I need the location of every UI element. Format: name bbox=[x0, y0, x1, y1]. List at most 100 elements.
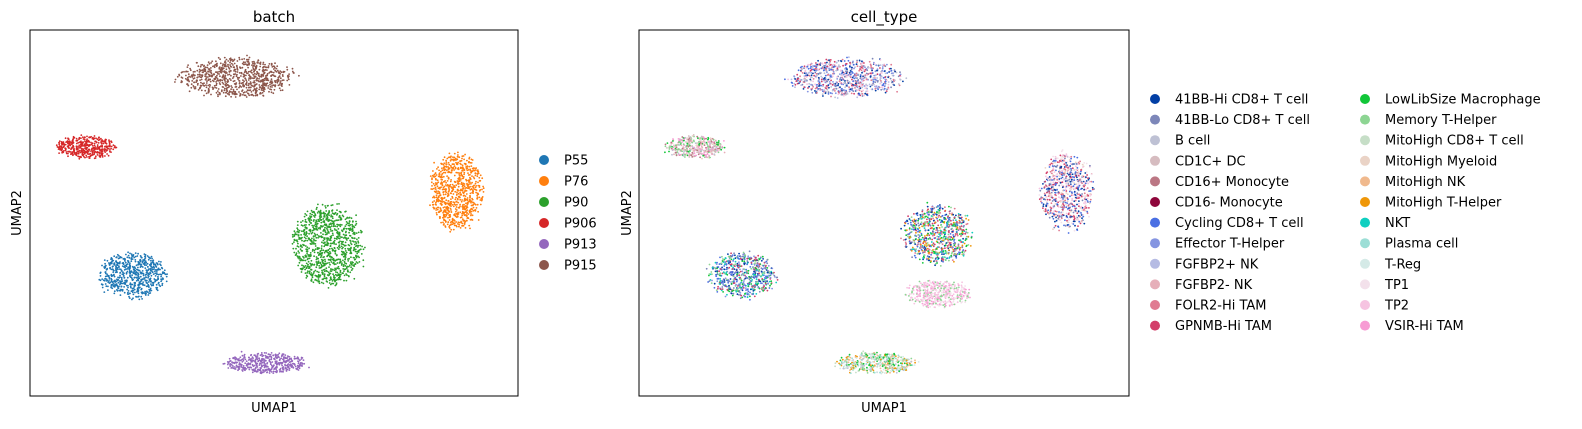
scatter-point bbox=[800, 84, 803, 87]
scatter-point bbox=[235, 357, 238, 359]
scatter-point bbox=[299, 248, 302, 251]
scatter-point bbox=[293, 357, 296, 360]
scatter-point bbox=[268, 71, 271, 74]
scatter-point bbox=[313, 216, 316, 218]
scatter-point bbox=[304, 272, 307, 274]
scatter-point bbox=[864, 87, 867, 89]
scatter-point bbox=[249, 89, 252, 91]
scatter-point bbox=[824, 74, 827, 77]
scatter-point bbox=[271, 361, 274, 363]
scatter-point bbox=[93, 144, 96, 147]
scatter-point bbox=[122, 263, 125, 266]
scatter-point bbox=[895, 71, 898, 74]
scatter-point bbox=[447, 221, 450, 224]
scatter-point bbox=[253, 72, 256, 75]
scatter-point bbox=[264, 77, 267, 80]
scatter-point bbox=[462, 211, 465, 214]
scatter-point bbox=[188, 90, 191, 93]
scatter-point bbox=[827, 91, 830, 94]
scatter-point bbox=[844, 68, 846, 70]
scatter-point bbox=[89, 136, 92, 139]
scatter-point bbox=[843, 81, 846, 84]
scatter-point bbox=[471, 204, 474, 207]
scatter-point bbox=[308, 247, 310, 250]
scatter-point bbox=[174, 81, 176, 83]
scatter-point bbox=[463, 158, 465, 161]
scatter-point bbox=[164, 273, 167, 276]
scatter-point bbox=[128, 270, 131, 273]
scatter-point bbox=[456, 198, 459, 201]
scatter-point bbox=[75, 145, 78, 148]
scatter-point bbox=[146, 262, 149, 265]
scatter-point bbox=[478, 186, 481, 189]
scatter-point bbox=[267, 353, 270, 356]
scatter-point bbox=[252, 73, 255, 76]
scatter-point bbox=[320, 263, 323, 266]
scatter-point bbox=[349, 227, 352, 230]
scatter-point bbox=[152, 263, 155, 266]
scatter-point bbox=[244, 94, 247, 97]
scatter-point bbox=[135, 268, 138, 271]
scatter-point bbox=[297, 362, 300, 365]
scatter-point bbox=[482, 191, 485, 193]
scatter-point bbox=[201, 82, 204, 85]
scatter-point bbox=[429, 204, 431, 207]
scatter-point bbox=[457, 223, 459, 225]
scatter-point bbox=[118, 289, 121, 292]
scatter-point bbox=[118, 262, 121, 264]
scatter-point bbox=[93, 142, 96, 145]
scatter-point bbox=[286, 79, 289, 82]
scatter-point bbox=[315, 266, 318, 269]
scatter-point bbox=[355, 254, 357, 257]
scatter-point bbox=[326, 205, 329, 207]
scatter-point bbox=[94, 140, 96, 143]
scatter-point bbox=[440, 163, 443, 166]
scatter-point bbox=[802, 88, 805, 90]
scatter-point bbox=[334, 276, 336, 279]
scatter-point bbox=[328, 218, 330, 221]
scatter-point bbox=[185, 74, 187, 77]
scatter-point bbox=[273, 364, 275, 367]
scatter-point bbox=[323, 270, 326, 273]
scatter-point bbox=[353, 277, 356, 280]
scatter-point bbox=[305, 224, 307, 226]
scatter-point bbox=[253, 364, 256, 367]
scatter-point bbox=[464, 227, 467, 229]
scatter-point bbox=[270, 352, 273, 354]
scatter-point bbox=[446, 205, 449, 208]
scatter-point bbox=[198, 71, 201, 73]
scatter-point bbox=[199, 84, 202, 87]
scatter-point bbox=[334, 229, 337, 231]
scatter-point bbox=[450, 155, 452, 158]
scatter-point bbox=[234, 96, 237, 98]
scatter-point bbox=[350, 252, 353, 255]
scatter-point bbox=[812, 80, 814, 83]
scatter-point bbox=[351, 227, 354, 230]
scatter-point bbox=[142, 274, 145, 277]
scatter-point bbox=[336, 254, 338, 256]
scatter-point bbox=[446, 185, 448, 187]
scatter-point bbox=[462, 212, 465, 215]
scatter-point bbox=[139, 263, 141, 266]
scatter-point bbox=[899, 71, 901, 74]
scatter-point bbox=[210, 93, 212, 96]
scatter-point bbox=[101, 156, 104, 158]
scatter-point bbox=[343, 274, 346, 277]
scatter-point bbox=[133, 285, 136, 288]
scatter-point bbox=[215, 60, 217, 63]
scatter-point bbox=[109, 263, 111, 265]
scatter-point bbox=[224, 75, 227, 78]
scatter-point bbox=[106, 145, 108, 148]
scatter-point bbox=[62, 151, 65, 154]
scatter-point bbox=[342, 215, 345, 218]
scatter-point bbox=[865, 78, 868, 80]
scatter-point bbox=[200, 81, 202, 84]
scatter-point bbox=[434, 172, 437, 174]
scatter-point bbox=[261, 91, 264, 94]
scatter-point bbox=[279, 82, 282, 84]
scatter-point bbox=[323, 256, 325, 258]
scatter-point bbox=[262, 369, 264, 371]
scatter-point bbox=[264, 63, 266, 66]
scatter-point bbox=[70, 143, 73, 146]
scatter-point bbox=[849, 62, 852, 65]
